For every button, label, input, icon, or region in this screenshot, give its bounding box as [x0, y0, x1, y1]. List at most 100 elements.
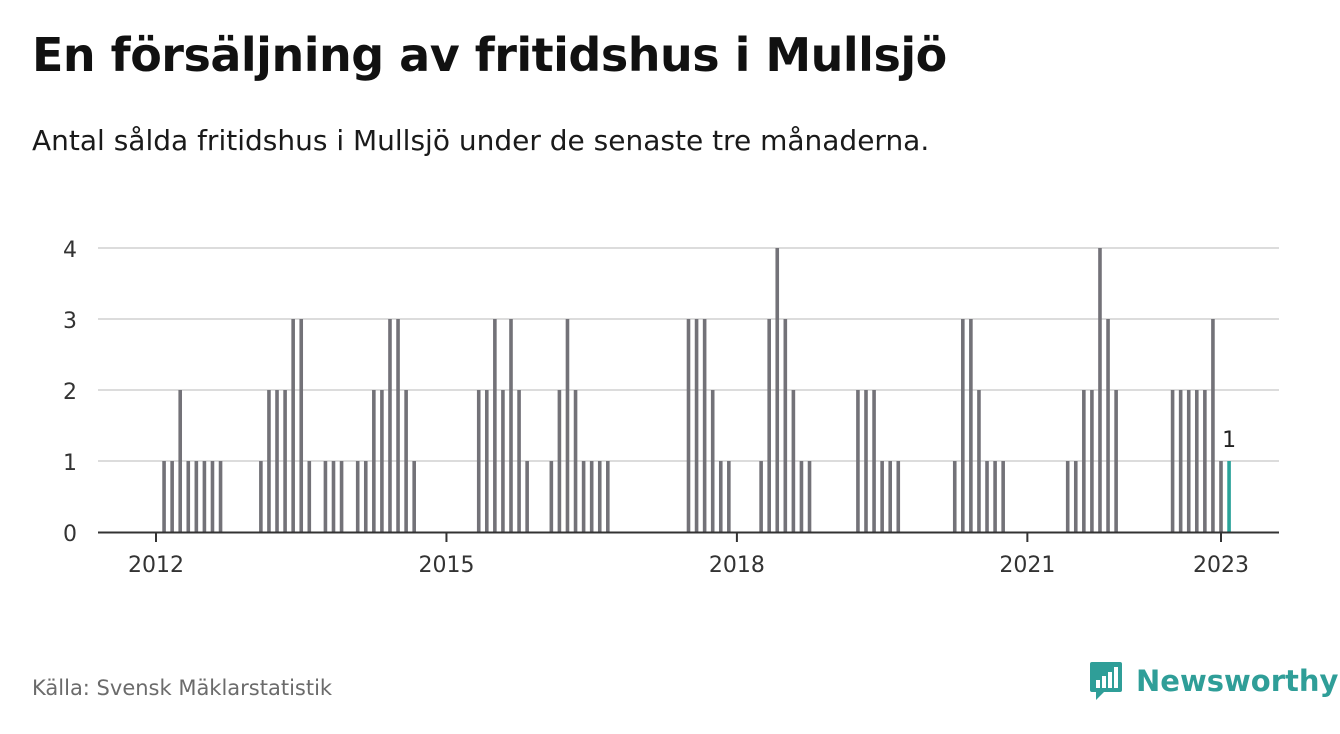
bar: [339, 461, 344, 532]
bar: [355, 461, 360, 532]
bar: [1194, 390, 1199, 532]
bar: [210, 461, 215, 532]
bar: [1170, 390, 1175, 532]
bar: [412, 461, 416, 532]
chart-subtitle: Antal sålda fritidshus i Mullsjö under d…: [32, 124, 930, 157]
bar: [525, 461, 529, 532]
bar: [1082, 390, 1086, 532]
bar: [799, 461, 804, 532]
bar: [783, 319, 788, 532]
bar: [549, 461, 554, 532]
bar: [493, 319, 497, 532]
bar: [194, 461, 199, 532]
bar: [476, 390, 481, 532]
brand-name: Newsworthy: [1136, 664, 1339, 698]
bar: [509, 319, 513, 532]
bar: [807, 461, 812, 532]
bar: [162, 461, 166, 532]
bar: [1106, 319, 1110, 532]
bar: [1203, 390, 1207, 532]
bar: [388, 319, 392, 532]
bar: [557, 390, 562, 532]
bar: [218, 461, 223, 532]
bar: [323, 461, 328, 532]
bar: [275, 390, 279, 532]
bar: [307, 461, 312, 532]
bar: [1219, 461, 1223, 532]
bar: [961, 319, 965, 532]
bar: [517, 390, 521, 532]
x-tick-label: 2012: [128, 553, 184, 578]
bar: [880, 461, 884, 532]
bar: [1073, 461, 1078, 532]
bar: [202, 461, 207, 532]
source-note: Källa: Svensk Mäklarstatistik: [32, 676, 333, 700]
highlight-data-label: 1: [1222, 428, 1236, 453]
x-tick-label: 2018: [709, 553, 765, 578]
bar: [727, 461, 731, 532]
y-tick-label: 2: [63, 380, 77, 405]
bar: [888, 461, 893, 532]
bar: [363, 461, 368, 532]
bar: [380, 390, 384, 532]
x-tick-label: 2015: [418, 553, 474, 578]
bar: [1001, 461, 1005, 532]
y-tick-label: 0: [63, 522, 77, 547]
bar: [710, 390, 715, 532]
y-tick-label: 3: [63, 309, 77, 334]
bar: [396, 319, 400, 532]
bar: [952, 461, 957, 532]
bar: [1114, 390, 1118, 532]
bar: [896, 461, 901, 532]
bar: [791, 390, 796, 532]
bar: [259, 461, 263, 532]
bar: [186, 461, 191, 532]
bar: [372, 390, 376, 532]
bar: [501, 390, 505, 532]
bar: [178, 390, 183, 532]
bar: [1211, 319, 1215, 532]
bar: [404, 390, 408, 532]
bar: [589, 461, 594, 532]
bar: [267, 390, 271, 532]
bar: [686, 319, 691, 532]
bar: [775, 248, 780, 532]
chart-title: En försäljning av fritidshus i Mullsjö: [32, 28, 947, 82]
bar: [283, 390, 287, 532]
bar: [565, 319, 570, 532]
bar: [597, 461, 602, 532]
bar: [291, 319, 295, 532]
bar: [767, 319, 771, 532]
bar: [299, 319, 304, 532]
bar: [993, 461, 997, 532]
bar: [573, 390, 578, 532]
bar: [969, 319, 973, 532]
bar: [977, 390, 981, 532]
bar: [1098, 248, 1102, 532]
bar-chart: 0 1 2 3 4 1 2012 2015 2018 2021 2023: [63, 238, 1279, 578]
bar: [1186, 390, 1191, 532]
bar: [606, 461, 610, 532]
bar: [856, 390, 860, 532]
bar: [1065, 461, 1070, 532]
bar: [759, 461, 763, 532]
bar: [718, 461, 723, 532]
bar: [581, 461, 586, 532]
x-tick-label: 2023: [1193, 553, 1249, 578]
bar: [694, 319, 699, 532]
y-tick-label: 4: [63, 238, 77, 263]
bar: [985, 461, 989, 532]
bar: [331, 461, 336, 532]
y-tick-label: 1: [63, 451, 77, 476]
x-tick-label: 2021: [999, 553, 1055, 578]
bar: [1178, 390, 1183, 532]
bar: [484, 390, 489, 532]
bar: [170, 461, 174, 532]
bar: [1090, 390, 1094, 532]
bar: [872, 390, 876, 532]
bar: [864, 390, 868, 532]
brand-logo: Newsworthy: [1088, 660, 1338, 702]
bar: [1227, 461, 1231, 532]
bar: [702, 319, 707, 532]
newsworthy-logo-icon: [1090, 662, 1122, 700]
